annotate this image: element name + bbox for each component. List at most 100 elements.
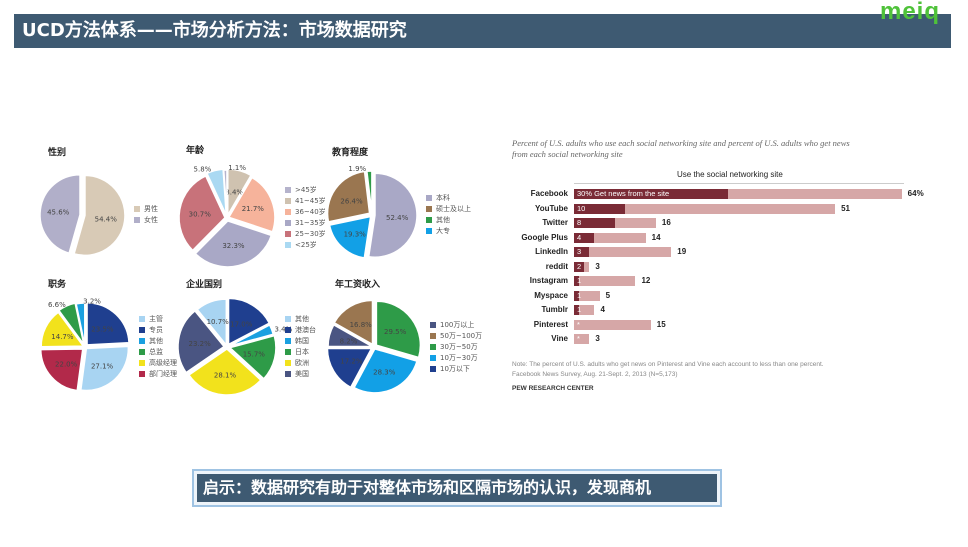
legend-swatch — [139, 338, 145, 344]
slice-label: 28.1% — [214, 372, 237, 380]
legend-item: 硕士及以上 — [426, 204, 471, 215]
legend-swatch — [285, 198, 291, 204]
use-bar: 8 — [574, 218, 656, 228]
legend-label: 欧洲 — [295, 359, 309, 367]
pie-slice — [228, 323, 275, 347]
site-label: YouTube — [534, 203, 568, 213]
pie-slice — [367, 172, 418, 258]
pie-slice — [227, 297, 271, 346]
use-value: 12 — [641, 276, 651, 285]
use-value: 4 — [600, 305, 605, 314]
legend-item: 女性 — [134, 215, 158, 226]
site-label: Vine — [551, 334, 568, 343]
news-bar: 30% Get news from the site — [574, 189, 728, 199]
legend-label: 大专 — [436, 227, 450, 235]
legend-item: 部门经理 — [139, 369, 177, 380]
site-label: reddit — [545, 261, 568, 271]
use-bar: * — [574, 334, 590, 344]
legend-label: 专员 — [149, 326, 163, 334]
legend-label: 韩国 — [295, 337, 309, 345]
slice-label: 27.1% — [91, 363, 114, 371]
legend-item: 大专 — [426, 226, 471, 237]
legend-item: 专员 — [139, 325, 177, 336]
pie-chart: 52.4% 19.3% 26.4% 1.9% — [326, 165, 418, 259]
legend-label: 41~45岁 — [295, 197, 326, 205]
legend-swatch — [285, 209, 291, 215]
slice-label: 14.7% — [51, 333, 74, 341]
pie-title: 企业国别 — [186, 280, 223, 290]
slice-label: 8.4% — [225, 188, 243, 196]
pie-title: 性别 — [48, 148, 67, 158]
legend-label: 50万~100万 — [440, 331, 483, 340]
pie-slice — [366, 170, 373, 214]
pie-slice — [353, 347, 418, 394]
use-value: 64% — [907, 189, 924, 198]
legend-label: 部门经理 — [149, 370, 177, 378]
legend-swatch — [139, 360, 145, 366]
site-label: Instagram — [529, 276, 568, 285]
slice-label: 17.0% — [230, 320, 253, 328]
pie-legend: >45岁 41~45岁 36~40岁 31~35岁 25~30岁 <25岁 — [285, 185, 326, 251]
legend-label: 其他 — [149, 337, 163, 345]
use-value: 3 — [595, 261, 600, 271]
legend-label: 男性 — [144, 205, 158, 213]
slice-label: 1.1% — [228, 164, 246, 172]
legend-swatch — [285, 349, 291, 355]
use-value: 15 — [656, 319, 666, 329]
pie-slice — [73, 174, 126, 257]
news-bar: 2 — [574, 261, 585, 272]
legend-label: 女性 — [144, 216, 158, 224]
news-bar: 4 — [574, 232, 595, 243]
legend-swatch — [285, 371, 291, 377]
legend-label: 10万~30万 — [440, 353, 478, 362]
news-bar: 1 — [574, 276, 581, 286]
slice-label: 5.8% — [194, 166, 212, 174]
slice-label: 26.4% — [340, 197, 363, 205]
slice-label: 54.4% — [95, 215, 118, 223]
slice-label: 30.7% — [189, 210, 212, 218]
legend-swatch — [139, 316, 145, 322]
pie-chart: 17.0% 3.4% 15.7% 28.1% 23.2% 10.7% — [177, 297, 293, 396]
pie-slice — [326, 347, 373, 389]
slice-label: 32.3% — [222, 242, 245, 250]
legend-item: 其他 — [139, 336, 177, 347]
slice-label: 3.4% — [274, 325, 292, 333]
use-value: 19 — [677, 247, 687, 256]
pie-slice — [375, 300, 422, 359]
use-bar: 1 — [574, 290, 600, 301]
legend-item: 25~30岁 — [285, 229, 326, 240]
slice-label: 19.3% — [344, 230, 367, 238]
pie-slice — [57, 302, 85, 345]
legend-swatch — [285, 231, 291, 237]
legend-item: 美国 — [285, 369, 316, 380]
news-bar: 1 — [574, 305, 581, 315]
slice-label: 1.9% — [348, 165, 366, 173]
legend-swatch — [430, 332, 436, 339]
pie-slice — [79, 345, 130, 392]
legend-swatch — [285, 360, 291, 366]
use-bar: 1 — [574, 276, 636, 286]
legend-swatch — [285, 187, 291, 193]
legend-item: 50万~100万 — [430, 331, 482, 342]
slice-label: 17.2% — [340, 358, 363, 366]
use-value: 3 — [595, 334, 600, 343]
pie-legend: 本科 硕士及以上 其他 大专 — [426, 193, 471, 237]
legend-label: 港澳台 — [295, 326, 316, 334]
legend-label: 硕士及以上 — [436, 205, 471, 213]
slice-label: 15.7% — [243, 351, 266, 359]
legend-swatch — [139, 371, 145, 377]
slice-label: 8.2% — [340, 337, 358, 345]
slice-label: 29.5% — [384, 328, 407, 336]
legend-swatch — [139, 327, 145, 333]
legend-label: 其他 — [436, 216, 450, 224]
use-bar: 30% Get news from the site — [574, 189, 902, 199]
legend-item: 31~35岁 — [285, 218, 326, 229]
pie-slice — [326, 170, 371, 223]
legend-label: 美国 — [295, 370, 309, 378]
pie-slice — [227, 176, 276, 233]
pie-title: 教育程度 — [332, 148, 369, 158]
legend-item: 欧洲 — [285, 358, 316, 369]
legend-item: 韩国 — [285, 336, 316, 347]
legend-item: 10万~30万 — [430, 353, 482, 364]
news-bar: 1 — [574, 290, 581, 301]
